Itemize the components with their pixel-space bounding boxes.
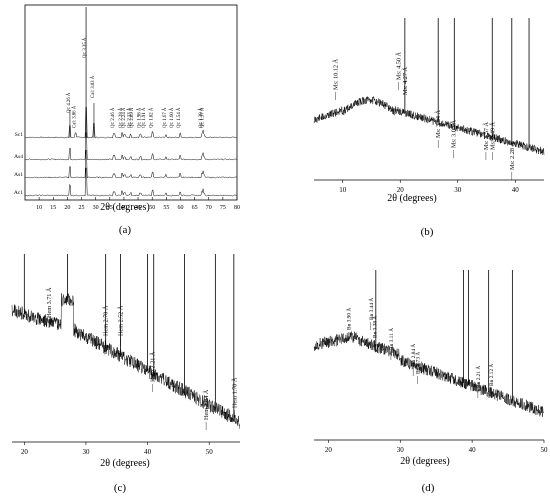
xlabel-c: 2θ (degrees) [100, 458, 150, 469]
peak-label-a: Qt: 2.46 Å [110, 107, 116, 128]
peak-label-a: Qt: 1.54 Å [176, 107, 182, 128]
panel-b: 10 20 30 40 Ms: 10.12 Å Ms: 4.50 Å Ms: 4.27 Å M… [300, 0, 550, 250]
annotation-label-3: Bn 3.44 Å [367, 298, 375, 320]
xtick-label-1: 10 [339, 186, 347, 194]
xtick-label-a: 70 [206, 205, 212, 211]
annotation-label-3: Bn 2.84 Å [409, 344, 417, 366]
series-line-2 [11, 293, 240, 429]
peak-label-a: Qt: 2.24 Å [121, 107, 127, 128]
xtick-label-a: 35 [107, 205, 113, 211]
series-label-a: As1 [14, 172, 23, 178]
xtick-label-a: 50 [149, 205, 155, 211]
panel-label-c: (c) [113, 482, 127, 494]
annotation-label-1: Ms: 2.57 Å [482, 121, 490, 150]
peak-label-a: Qt: 1.60 Å [169, 107, 175, 128]
panel-c: 20 30 40 50 Hem 3.71 Å Hem 2.70 Å Hem 2.52 Å He… [0, 250, 250, 501]
xtick-label-a: 10 [36, 205, 42, 211]
peak-label-a: Qt: 1.98 Å [136, 107, 142, 128]
peak-label-a: Qt: 4.26 Å [66, 92, 72, 113]
annotation-label-3: Bn 3.90 Å [345, 308, 353, 330]
annotation-label-3: Bn 2.73 Å [414, 352, 422, 374]
annotation-label-2: Hem 1.70 Å [230, 377, 238, 408]
panel-label-b: (b) [420, 226, 434, 238]
peak-label-a: Qt: 1.37 Å [200, 107, 206, 128]
xtick-label-3: 20 [325, 446, 333, 454]
annotation-label-2: Hem 1.84 Å [202, 389, 210, 420]
annotation-label-1: Ms: 2.49 Å [488, 121, 496, 150]
chart-a: 10 15 20 25 30 35 40 45 50 55 60 65 70 75 80 Sc1 As4 As1 A… [14, 4, 240, 211]
peak-label-a: Qt: 1.67 Å [162, 107, 168, 128]
xtick-label-a: 45 [135, 205, 141, 211]
xtick-label-2: 50 [206, 448, 214, 456]
annotation-label-1: Ms: 3.04 Å [450, 119, 458, 148]
series-label-a: As4 [14, 154, 23, 160]
xtick-label-1: 30 [454, 186, 462, 194]
annotation-label-1: Ms: 4.27 Å [401, 66, 409, 95]
xtick-label-3: 40 [469, 446, 477, 454]
annotation-label-1: Ms: 2.28 Å [508, 141, 516, 170]
xtick-label-a: 20 [64, 205, 70, 211]
chart-b: 10 20 30 40 Ms: 10.12 Å Ms: 4.50 ÅMs: 4.27 Å M… [313, 18, 545, 194]
panel-label-d: (d) [421, 482, 435, 494]
annotation-label-3: Bn 2.12 Å [487, 364, 495, 386]
annotation-label-2: Hem 2.70 Å [102, 305, 110, 336]
xtick-label-3: 50 [541, 446, 549, 454]
series-label-a: Ac1 [14, 190, 23, 196]
series-line-3 [313, 331, 545, 418]
xtick-label-a: 55 [163, 205, 169, 211]
peak-label-a: Cal: 3.03 Å [90, 75, 96, 98]
series-label-a: Sc1 [15, 132, 24, 138]
annotation-label-1: Ms: 10.12 Å [331, 58, 339, 90]
peak-label-a: Cal: 3.86 Å [72, 105, 78, 128]
peak-label-a: Qt: 1.38 Å [198, 107, 204, 128]
xtick-label-a: 40 [121, 205, 127, 211]
xtick-label-a: 65 [192, 205, 198, 211]
panel-d: 20 30 40 50 Bn 3.90 Å Bn 3.44 Å Bn 3.38 Å Bn 3.… [300, 250, 550, 501]
series-line-As1 [24, 149, 238, 179]
annotation-label-2: Hem 2.52 Å [116, 305, 124, 336]
plot-frame-a [24, 4, 238, 201]
xtick-label-3: 30 [397, 446, 405, 454]
annotation-label-1: Ms: 4.50 Å [395, 51, 403, 80]
chart-c: 20 30 40 50 Hem 3.71 Å Hem 2.70 Å Hem 2.52 Å He… [11, 254, 240, 456]
series-line-Ac1 [24, 167, 238, 197]
peak-label-a: Qt: 2.09 Å [129, 107, 135, 128]
annotation-label-2: Hem 3.71 Å [45, 287, 53, 318]
xtick-label-1: 40 [512, 186, 520, 194]
annotation-label-3: Bn 3.38 Å [370, 316, 378, 338]
peak-label-a: Qt: 1.82 Å [148, 107, 154, 128]
xtick-label-a: 30 [93, 205, 99, 211]
xtick-label-a: 60 [177, 205, 183, 211]
xtick-label-a: 80 [234, 205, 240, 211]
panel-a: 10 15 20 25 30 35 40 45 50 55 60 65 70 75 80 Sc1 As4 As1 A… [0, 0, 250, 240]
peak-label-a: Qt: 3.35 Å [82, 37, 88, 58]
xtick-label-a: 15 [50, 205, 56, 211]
chart-d: 20 30 40 50 Bn 3.90 Å Bn 3.44 ÅBn 3.38 Å Bn 3.… [313, 270, 549, 454]
series-line-As4 [24, 131, 237, 161]
xtick-label-1: 20 [397, 186, 405, 194]
peak-label-a: Qt: 2.13 Å [127, 107, 133, 128]
peak-label-a: Qt: 2.28 Å [118, 107, 124, 128]
series-line-Sc1 [24, 106, 238, 139]
annotation-label-3: Bn 2.21 Å [474, 366, 482, 388]
panel-label-a: (a) [118, 224, 132, 236]
xlabel-b: 2θ (degrees) [387, 193, 437, 204]
peak-label-a: Qt: 1.91 Å [141, 107, 147, 128]
xtick-label-a: 25 [79, 205, 85, 211]
xlabel-d: 2θ (degrees) [400, 456, 450, 467]
annotation-label-1: Ms: 3.34 Å [434, 109, 442, 138]
annotation-label-2: Hem 2.21 Å [148, 351, 156, 382]
annotation-label-3: Bn 3.11 Å [387, 328, 395, 350]
xtick-label-2: 30 [82, 448, 90, 456]
series-line-1 [313, 96, 545, 155]
xtick-label-2: 40 [144, 448, 152, 456]
xlabel-a: 2θ (degrees) [100, 202, 150, 213]
xtick-label-2: 20 [21, 448, 29, 456]
xtick-label-a: 75 [220, 205, 226, 211]
